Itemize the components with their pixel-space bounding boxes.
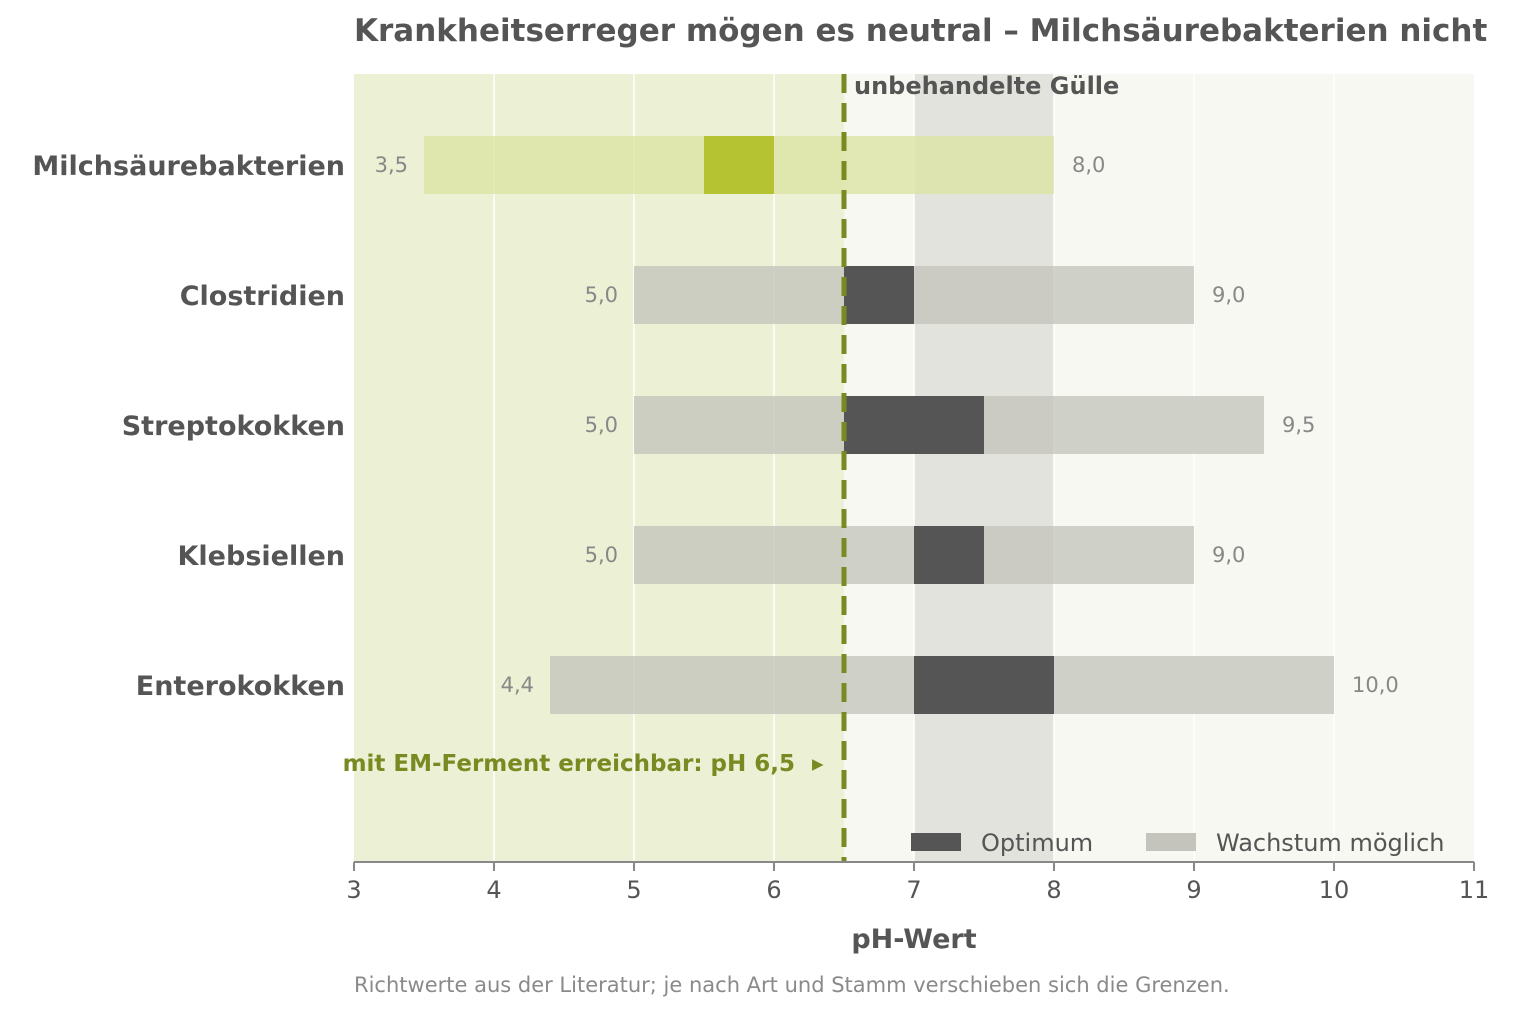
max-value-label: 9,5 (1282, 413, 1315, 437)
x-tick-label: 7 (906, 876, 921, 904)
x-axis-title: pH-Wert (851, 924, 976, 955)
x-tick-label: 6 (766, 876, 781, 904)
x-tick-label: 8 (1046, 876, 1061, 904)
min-value-label: 5,0 (585, 413, 618, 437)
max-value-label: 8,0 (1072, 153, 1105, 177)
max-value-label: 10,0 (1352, 673, 1399, 697)
category-label: Enterokokken (136, 671, 345, 702)
optimum-bar-4 (914, 656, 1054, 714)
plot-area: Milchsäurebakterien 3,5 8,0 Clostridien 5,0 9… (32, 72, 1489, 904)
optimum-bar-0 (704, 136, 774, 194)
legend-swatch-optimum (911, 833, 961, 851)
chart-title: Krankheitserreger mögen es neutral – Mil… (354, 13, 1487, 49)
max-value-label: 9,0 (1212, 283, 1245, 307)
footnote: Richtwerte aus der Literatur; je nach Ar… (354, 973, 1230, 997)
min-value-label: 3,5 (375, 153, 408, 177)
x-tick-label: 9 (1186, 876, 1201, 904)
category-label: Streptokokken (122, 411, 345, 442)
optimum-bar-1 (844, 266, 914, 324)
legend-label-optimum: Optimum (981, 829, 1093, 857)
min-value-label: 4,4 (501, 673, 534, 697)
reference-label: mit EM-Ferment erreichbar: pH 6,5 (343, 751, 795, 777)
category-label: Klebsiellen (178, 541, 346, 572)
min-value-label: 5,0 (585, 283, 618, 307)
legend-swatch-growth (1146, 833, 1196, 851)
slurry-zone (914, 74, 1054, 862)
legend-label-growth: Wachstum möglich (1216, 829, 1444, 857)
x-tick-label: 11 (1459, 876, 1490, 904)
acid-zone (354, 74, 844, 862)
optimum-bar-3 (914, 526, 984, 584)
min-value-label: 5,0 (585, 543, 618, 567)
category-label: Milchsäurebakterien (32, 151, 345, 182)
x-tick-label: 10 (1319, 876, 1350, 904)
optimum-bar-2 (844, 396, 984, 454)
x-tick-label: 3 (346, 876, 361, 904)
region-label: unbehandelte Gülle (854, 72, 1119, 100)
x-tick-label: 5 (626, 876, 641, 904)
reference-arrow-icon: ▸ (812, 751, 824, 777)
x-tick-label: 4 (486, 876, 501, 904)
max-value-label: 9,0 (1212, 543, 1245, 567)
category-label: Clostridien (180, 281, 345, 312)
